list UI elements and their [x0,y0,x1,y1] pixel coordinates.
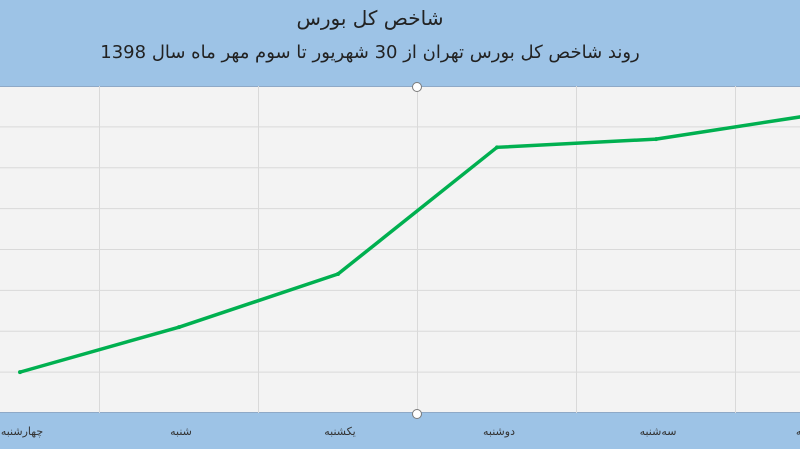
data-point[interactable] [177,325,181,329]
horizontal-gridlines [0,127,800,372]
resize-handle-bottom[interactable] [412,409,422,419]
x-tick-label: چهارشنبه [1,425,43,438]
chart-header: شاخص کل بورس روند شاخص کل بورس تهران از … [0,0,800,86]
resize-handle-top[interactable] [412,82,422,92]
data-point[interactable] [654,137,658,141]
x-axis: چهارشنبه شنبه یکشنبه دوشنبه سه‌شنبه چهارشنبه [0,413,800,445]
data-point[interactable] [18,370,22,374]
chart-title: شاخص کل بورس [0,6,740,30]
x-tick-label: سه‌شنبه [640,425,677,438]
line-chart [0,86,800,413]
x-tick-label: چهارشنبه [796,425,800,438]
x-tick-label: دوشنبه [483,425,515,438]
x-tick-label: یکشنبه [324,425,356,438]
series-group [18,113,800,375]
data-point[interactable] [336,272,340,276]
series-line[interactable] [20,115,800,373]
x-axis-labels: چهارشنبه شنبه یکشنبه دوشنبه سه‌شنبه چهارشنبه [0,413,800,445]
data-point[interactable] [495,145,499,149]
chart-subtitle: روند شاخص کل بورس تهران از 30 شهریور تا … [0,42,740,63]
x-tick-label: شنبه [170,425,192,438]
